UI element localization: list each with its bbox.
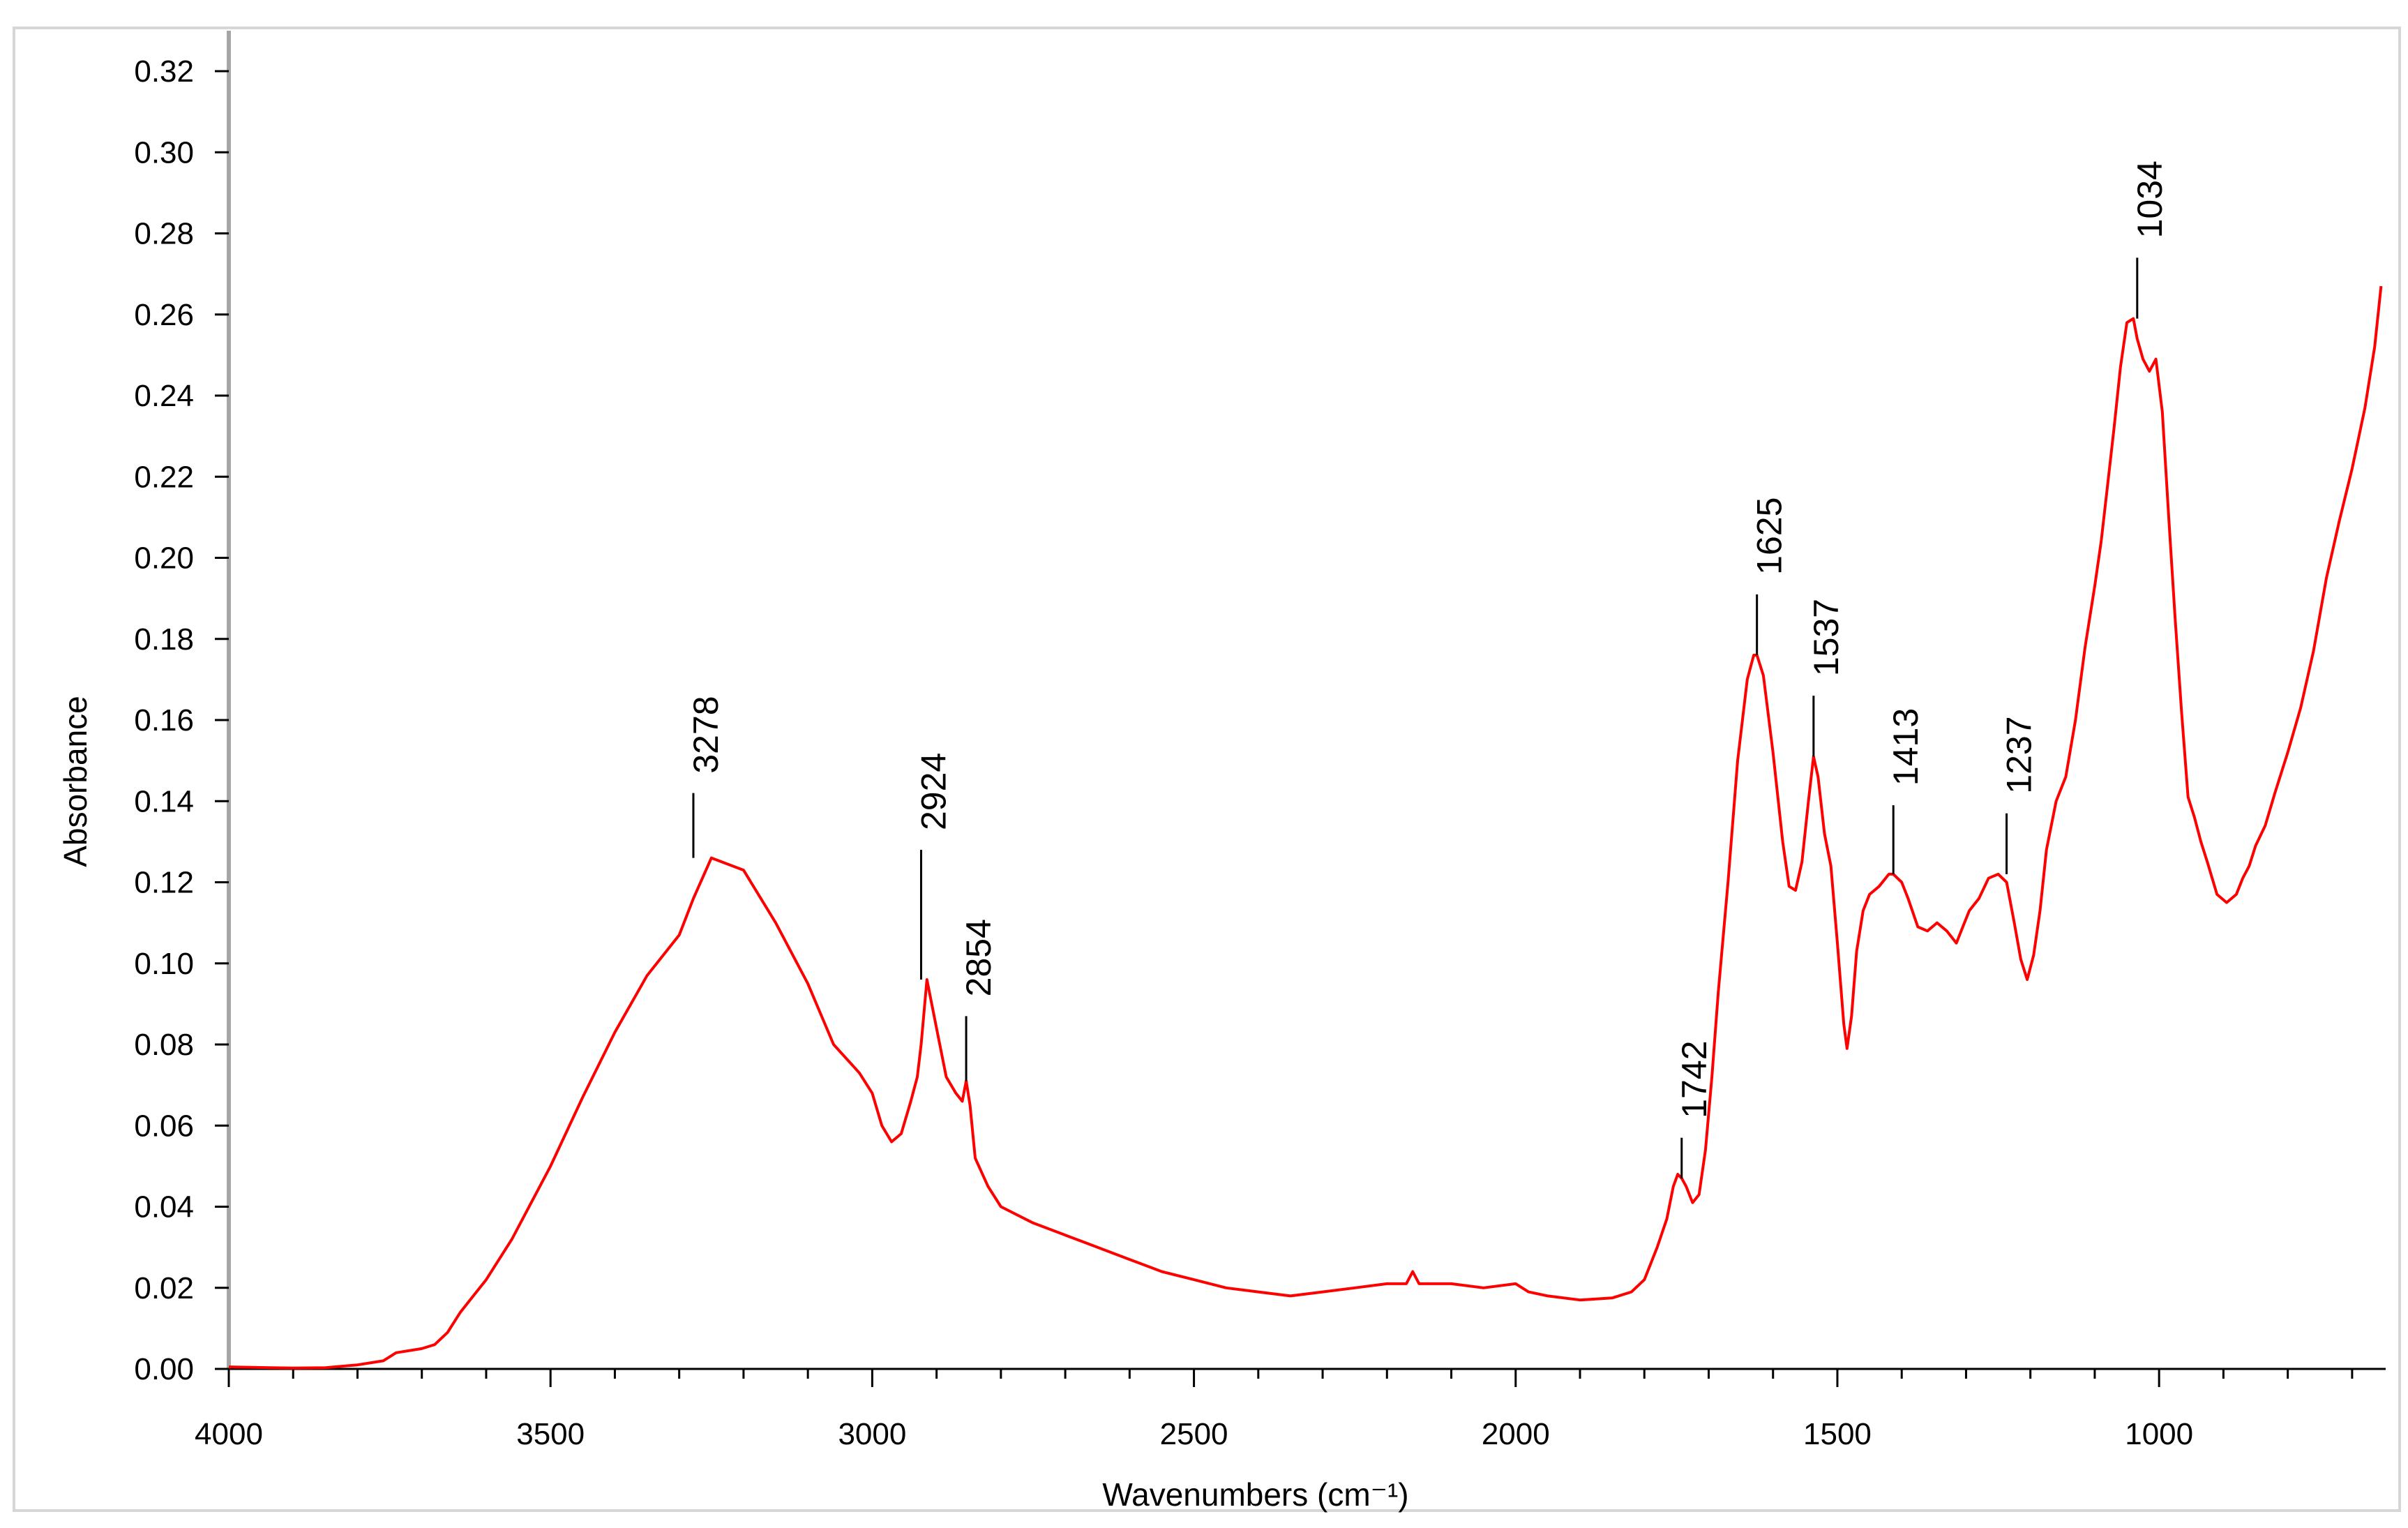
peak-label: 1625: [1750, 497, 1789, 575]
y-tick-label: 0.30: [134, 135, 194, 170]
y-tick-label: 0.14: [134, 784, 194, 818]
x-tick-label: 3000: [838, 1417, 906, 1451]
x-ticks: 4000 3500 3000 2500 2000 1500 1000: [195, 1369, 2354, 1451]
y-tick-label: 0.04: [134, 1190, 194, 1224]
y-ticks: 0.00 0.02 0.04 0.06 0.08 0.10 0.12 0.14 0.16 0.18…: [134, 54, 229, 1386]
y-tick-label: 0.02: [134, 1271, 194, 1305]
x-axis-title: Wavenumbers (cm⁻¹): [1102, 1476, 1408, 1513]
y-axis-title: Absorbance: [57, 696, 93, 867]
y-tick-label: 0.20: [134, 541, 194, 576]
y-tick-label: 0.32: [134, 54, 194, 89]
peak-label: 1237: [2000, 716, 2039, 793]
x-tick-label: 2500: [1160, 1417, 1228, 1451]
series-layer: [228, 285, 2383, 1370]
x-tick-label: 4000: [195, 1417, 263, 1451]
x-tick-label: 1000: [2125, 1417, 2193, 1451]
peak-label: 1537: [1807, 599, 1846, 676]
chart-frame: [13, 27, 2401, 1512]
x-tick-label: 1500: [1803, 1417, 1872, 1451]
peak-label: 1034: [2130, 160, 2169, 238]
y-tick-label: 0.16: [134, 703, 194, 737]
peak-label: 2854: [959, 919, 998, 996]
y-tick-label: 0.24: [134, 379, 194, 413]
x-tick-label: 2000: [1482, 1417, 1550, 1451]
y-tick-label: 0.26: [134, 298, 194, 332]
x-tick-label: 3500: [516, 1417, 585, 1451]
peak-label: 1413: [1886, 708, 1925, 786]
annotation-layer: 3278 2924 2854 1742 1625 1537 1413 1237 1034: [686, 160, 2169, 1178]
y-tick-label: 0.00: [134, 1352, 194, 1386]
peak-label: 1742: [1675, 1040, 1714, 1118]
y-tick-label: 0.18: [134, 622, 194, 657]
y-tick-label: 0.10: [134, 947, 194, 981]
y-tick-label: 0.28: [134, 217, 194, 251]
peak-label: 3278: [686, 696, 725, 773]
spectrum-line: [228, 285, 2383, 1370]
y-tick-label: 0.08: [134, 1028, 194, 1062]
peak-label: 2924: [914, 753, 953, 830]
y-tick-label: 0.22: [134, 460, 194, 494]
y-tick-label: 0.06: [134, 1109, 194, 1143]
y-tick-label: 0.12: [134, 866, 194, 900]
